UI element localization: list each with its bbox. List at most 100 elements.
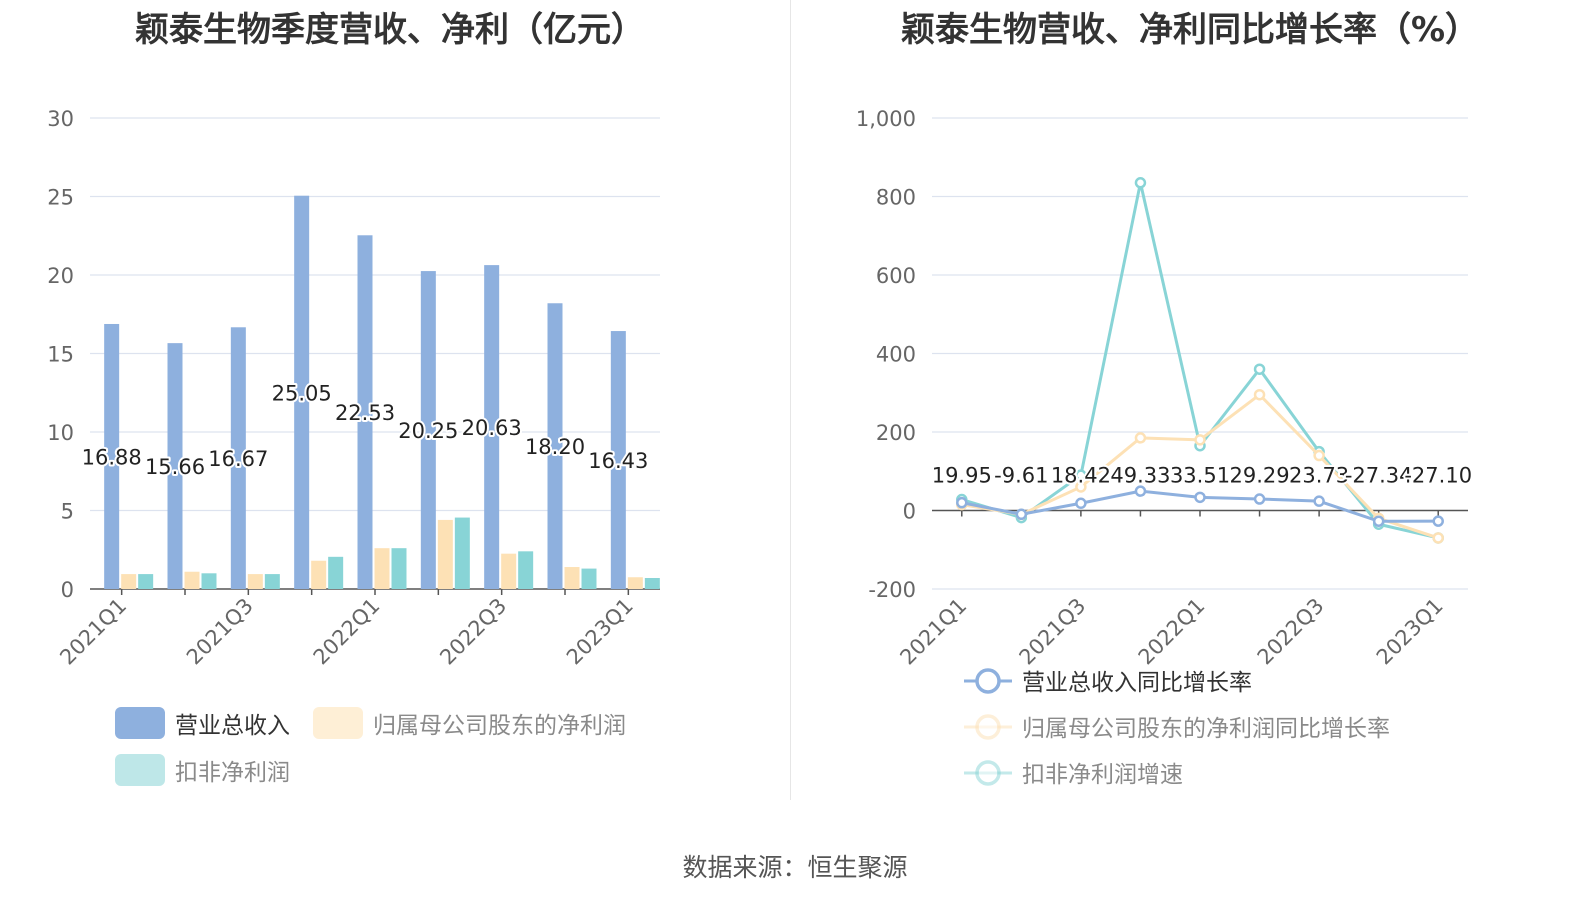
bar-deducted-profit	[644, 578, 660, 589]
bar-revenue	[610, 331, 626, 589]
bar-chart-x-tick-label: 2021Q3	[182, 594, 258, 670]
bar-deducted-profit	[201, 573, 217, 589]
line-data-label: 19.95	[932, 464, 992, 488]
chart-divider	[790, 0, 791, 800]
bar-chart-x-tick-label: 2021Q1	[55, 594, 131, 670]
line-net-profit-growth-point	[1253, 388, 1266, 401]
line-data-label: 49.33	[1110, 464, 1170, 488]
legend-swatch-1	[313, 707, 363, 739]
legend-label: 营业总收入同比增长率	[1022, 670, 1252, 696]
bar-data-label: 22.53	[335, 401, 395, 425]
line-chart-x-tick-label: 2021Q1	[895, 594, 971, 670]
legend-marker-0	[975, 668, 1001, 694]
line-revenue-growth-point	[1372, 515, 1385, 527]
line-chart-y-tick-label: 1,000	[856, 107, 916, 131]
bar-revenue	[420, 271, 436, 589]
bar-net-profit	[564, 567, 580, 589]
bar-deducted-profit	[454, 517, 470, 589]
legend-label: 扣非净利润增速	[1022, 762, 1183, 788]
bar-deducted-profit	[264, 574, 280, 589]
line-net-profit-growth-point	[1134, 432, 1147, 444]
bar-chart-x-tick-label: 2023Q1	[562, 594, 638, 670]
bar-net-profit	[121, 574, 137, 589]
bar-chart-y-tick-label: 25	[47, 186, 74, 210]
bar-revenue	[104, 323, 120, 589]
line-net-profit-growth-point	[1432, 532, 1444, 544]
bar-data-label: 15.66	[145, 455, 205, 479]
line-chart-y-tick-label: 800	[876, 186, 916, 210]
bar-net-profit	[247, 574, 263, 589]
bar-net-profit	[627, 577, 643, 589]
line-revenue-growth-point	[1075, 497, 1087, 510]
line-data-label: 18.42	[1051, 464, 1111, 488]
bar-net-profit	[374, 548, 390, 589]
line-data-label: 23.73	[1289, 464, 1349, 488]
line-revenue-growth-point	[1432, 515, 1444, 527]
bar-chart-y-tick-label: 20	[47, 264, 74, 288]
line-chart-y-tick-label: 200	[876, 421, 916, 445]
bar-deducted-profit	[391, 548, 407, 589]
line-chart-y-tick-label: -200	[868, 578, 916, 602]
bar-deducted-profit	[581, 568, 597, 589]
line-revenue-growth-point	[1015, 508, 1028, 521]
bar-data-label: 16.43	[588, 449, 648, 473]
bar-chart-x-tick-label: 2022Q1	[309, 594, 385, 670]
legend-label: 归属母公司股东的净利润同比增长率	[1022, 716, 1390, 742]
bar-net-profit	[501, 553, 517, 589]
bar-revenue	[294, 195, 310, 589]
line-chart-x-tick-label: 2023Q1	[1372, 594, 1448, 670]
legend-swatch-0	[115, 707, 165, 739]
data-source: 数据来源：恒生聚源	[682, 853, 908, 882]
line-revenue-growth-point	[1313, 495, 1325, 507]
bar-net-profit	[311, 560, 327, 589]
line-data-label: -9.61	[994, 464, 1048, 488]
line-deducted-profit-growth-point	[1134, 177, 1147, 189]
legend-marker-1	[975, 714, 1001, 740]
legend-marker-2	[975, 760, 1001, 786]
bar-data-label: 25.05	[272, 381, 332, 405]
bar-chart-y-tick-label: 10	[47, 421, 74, 445]
line-revenue-growth-point	[1134, 485, 1147, 497]
bar-revenue	[357, 235, 373, 590]
bar-data-label: 18.20	[525, 435, 585, 459]
bar-revenue	[547, 303, 563, 589]
line-chart-y-tick-label: 400	[876, 343, 916, 367]
line-net-profit-growth-point	[1075, 481, 1087, 493]
line-data-label: -27.10	[1404, 464, 1472, 488]
right-chart-title: 颖泰生物营收、净利同比增长率（%）	[900, 10, 1480, 50]
bar-deducted-profit	[138, 574, 154, 589]
line-deducted-profit-growth-point	[1253, 363, 1266, 375]
bar-net-profit	[437, 519, 453, 589]
line-data-label: -27.34	[1345, 464, 1413, 488]
bar-deducted-profit	[518, 551, 534, 589]
bar-revenue	[230, 327, 246, 589]
line-net-profit-growth-point	[1194, 434, 1206, 446]
legend-label: 归属母公司股东的净利润	[373, 713, 626, 739]
line-chart-y-tick-label: 0	[903, 500, 916, 524]
line-data-label: 29.29	[1229, 464, 1289, 488]
line-chart-x-tick-label: 2021Q3	[1015, 594, 1091, 670]
legend-label: 营业总收入	[175, 713, 290, 739]
bar-chart-y-tick-label: 15	[47, 343, 74, 367]
line-revenue-growth-point	[956, 496, 968, 509]
bar-revenue	[484, 265, 500, 589]
bar-data-label: 16.67	[208, 447, 268, 471]
bar-data-label: 20.63	[462, 416, 522, 440]
line-revenue-growth-point	[1194, 491, 1206, 504]
bar-chart-x-tick-label: 2022Q3	[435, 594, 511, 670]
legend-label: 扣非净利润	[175, 760, 290, 786]
bar-chart-y-tick-label: 5	[61, 500, 74, 524]
bar-data-label: 16.88	[82, 445, 142, 469]
line-chart-y-tick-label: 600	[876, 264, 916, 288]
bar-net-profit	[184, 571, 200, 589]
bar-revenue	[167, 343, 183, 589]
left-chart-title: 颖泰生物季度营收、净利（亿元）	[135, 10, 645, 50]
line-revenue-growth-point	[1253, 493, 1266, 505]
bar-chart-y-tick-label: 0	[61, 578, 74, 602]
legend-swatch-2	[115, 754, 165, 786]
bar-deducted-profit	[328, 556, 344, 589]
bar-chart-y-tick-label: 30	[47, 107, 74, 131]
line-chart-x-tick-label: 2022Q3	[1253, 594, 1329, 670]
line-deducted-profit-growth-point	[1075, 469, 1087, 481]
